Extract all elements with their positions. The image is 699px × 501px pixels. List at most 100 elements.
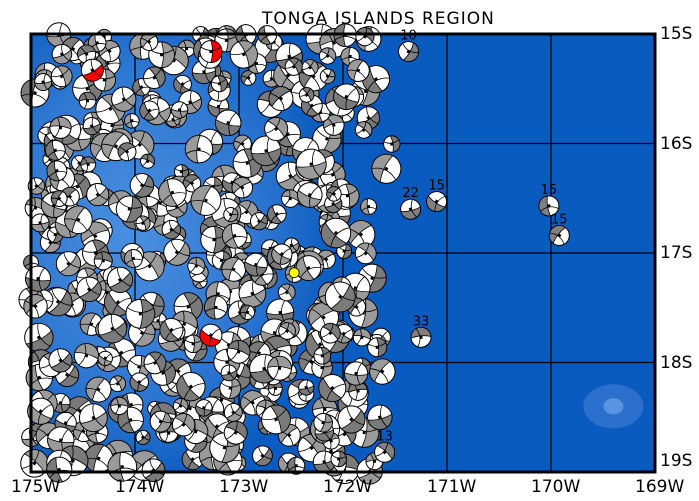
focal-mechanism: [287, 456, 306, 475]
focal-mechanism: [181, 448, 204, 471]
depth-label: 10: [400, 29, 417, 44]
focal-mechanism: [158, 178, 187, 207]
focal-mechanism: [298, 379, 315, 396]
focal-mechanism: [48, 348, 73, 373]
focal-mechanism: [187, 256, 206, 276]
focal-mechanism: [346, 59, 370, 82]
focal-mechanism: [398, 41, 420, 63]
focal-mechanism: [426, 191, 448, 213]
focal-mechanism: [85, 376, 112, 403]
depth-label: 33: [413, 314, 430, 329]
focal-mechanism: [548, 224, 570, 246]
focal-mechanism: [135, 215, 151, 231]
focal-mechanism: [323, 114, 345, 136]
focal-mechanism: [135, 429, 151, 445]
x-tick-label: 173W: [219, 477, 269, 497]
focal-mechanism: [298, 87, 315, 103]
focal-mechanism: [190, 185, 222, 216]
focal-mechanism: [354, 121, 373, 139]
focal-mechanism: [78, 403, 108, 433]
focal-mechanism: [400, 198, 422, 220]
focal-mechanism: [250, 135, 282, 167]
focal-mechanism: [73, 343, 100, 369]
focal-mechanism: [139, 32, 159, 51]
focal-mechanism: [267, 355, 293, 381]
location-marker: [288, 267, 300, 279]
focal-mechanism: [220, 364, 238, 382]
focal-mechanism: [170, 101, 189, 119]
focal-mechanism: [182, 174, 202, 193]
focal-mechanism: [312, 450, 336, 474]
focal-mechanism: [277, 283, 296, 302]
focal-mechanism: [223, 420, 248, 445]
focal-mechanism: [124, 113, 140, 129]
focal-mechanism: [371, 153, 402, 184]
focal-mechanism: [231, 176, 254, 199]
y-tick-label: 18S: [660, 352, 693, 373]
focal-mechanism: [295, 148, 327, 180]
focal-mechanism: [139, 100, 160, 121]
focal-mechanism: [97, 313, 128, 344]
focal-mechanism: [110, 396, 129, 416]
focal-mechanism: [337, 405, 366, 434]
focal-mechanism: [97, 350, 113, 367]
focal-mechanism: [324, 281, 356, 313]
focal-mechanism: [264, 116, 289, 142]
focal-mechanism: [369, 358, 396, 385]
focal-mechanism: [143, 66, 166, 89]
focal-mechanism: [55, 251, 81, 277]
focal-mechanism: [343, 361, 369, 386]
depth-label: 15: [551, 212, 568, 227]
focal-mechanism: [34, 73, 53, 92]
focal-mechanism: [103, 288, 133, 317]
x-tick-label: 169W: [635, 477, 685, 497]
focal-mechanism: [330, 450, 347, 468]
focal-mechanism: [223, 402, 243, 422]
focal-mechanism: [107, 451, 138, 482]
depth-label: 15: [428, 179, 445, 194]
focal-mechanism: [410, 326, 432, 348]
focal-mechanism: [210, 75, 228, 93]
focal-mechanism: [50, 190, 68, 207]
focal-mechanism: [319, 68, 336, 84]
focal-mechanism: [163, 238, 191, 266]
y-tick-label: 15S: [660, 24, 693, 44]
focal-mechanism: [318, 47, 337, 65]
focal-mechanism: [195, 399, 213, 417]
depth-label: 13: [376, 429, 393, 444]
focal-mechanism: [76, 276, 102, 303]
focal-mechanism: [141, 458, 166, 483]
focal-mechanism: [367, 337, 388, 358]
focal-mechanism: [296, 182, 323, 208]
x-tick-label: 172W: [323, 477, 373, 497]
focal-mechanism: [171, 413, 196, 437]
x-tick-label: 174W: [115, 477, 165, 497]
focal-mechanism: [46, 160, 68, 182]
focal-mechanism: [354, 242, 377, 265]
focal-mechanism: [51, 43, 73, 65]
depth-label: 22: [402, 186, 419, 201]
focal-mechanism: [219, 376, 242, 399]
focal-mechanism: [184, 134, 214, 164]
focal-mechanism: [49, 116, 72, 139]
focal-mechanism: [223, 207, 239, 223]
focal-mechanism: [200, 225, 228, 254]
focal-mechanism: [320, 217, 352, 249]
focal-mechanism: [183, 334, 203, 354]
highlighted-mechanism: [80, 58, 104, 82]
focal-mechanism: [148, 41, 175, 69]
focal-mechanism: [78, 91, 97, 110]
focal-mechanism: [383, 135, 401, 153]
focal-mechanism: [240, 70, 257, 86]
focal-mechanisms: 10 22 15 15 15 33 13: [18, 22, 570, 485]
focal-mechanism: [229, 40, 258, 69]
focal-mechanism: [117, 142, 137, 162]
focal-mechanism: [301, 59, 319, 77]
focal-mechanism: [250, 212, 269, 231]
focal-mechanism: [80, 156, 97, 173]
focal-mechanism: [123, 249, 143, 269]
focal-mechanism: [143, 351, 167, 375]
focal-mechanism: [326, 186, 342, 202]
focal-mechanism: [203, 295, 228, 320]
